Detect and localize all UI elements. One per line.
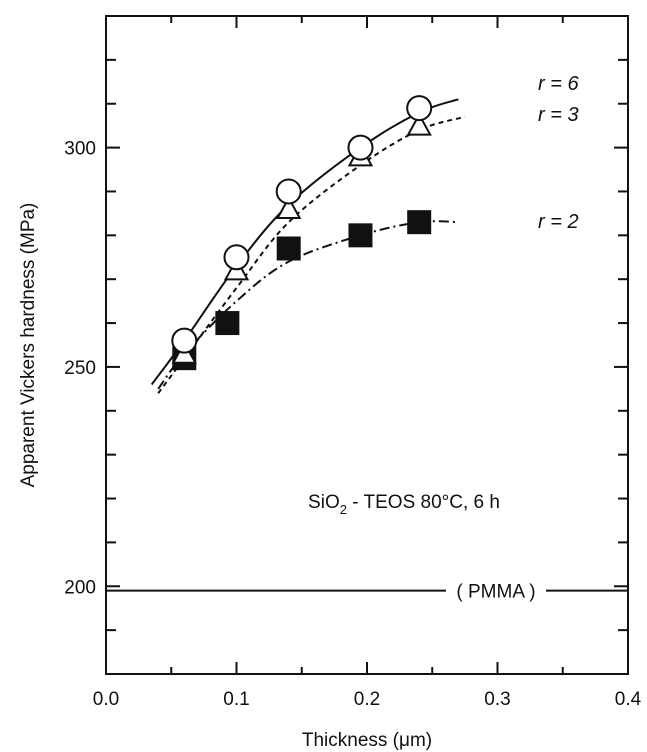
data-markers <box>171 95 433 371</box>
series-label-r3: r = 3 <box>538 104 579 126</box>
y-tick-label: 200 <box>64 577 96 598</box>
series-label-r2: r = 2 <box>538 211 579 233</box>
y-axis-title: Apparent Vickers hardness (MPa) <box>18 203 39 488</box>
triangle-marker <box>276 195 302 220</box>
condition-annotation: SiO2 - TEOS 80°C, 6 h <box>308 492 500 517</box>
pmma-label-mask <box>446 587 546 594</box>
x-tick-label: 0.0 <box>93 689 119 710</box>
circle-marker <box>347 134 374 161</box>
x-tick-label: 0.4 <box>615 689 642 710</box>
circle-marker <box>171 327 198 354</box>
pmma-label: ( PMMA ) <box>456 582 535 603</box>
circle-marker <box>275 178 302 205</box>
fitted-curves <box>150 98 466 394</box>
square-marker <box>407 210 432 235</box>
annotation-subscript: 2 <box>340 502 347 517</box>
triangle-marker <box>406 112 432 136</box>
circle-marker <box>223 244 250 271</box>
square-marker <box>348 223 373 248</box>
square-marker <box>215 311 240 336</box>
y-tick-label: 300 <box>64 139 96 160</box>
pmma-reference: ( PMMA ) <box>106 582 628 603</box>
x-tick-label: 0.2 <box>354 689 380 710</box>
x-tick-label: 0.3 <box>484 689 510 710</box>
y-tick-label: 250 <box>64 358 96 379</box>
tick-labels: 0.0 0.1 0.2 0.3 0.4 200 250 300 <box>64 139 641 710</box>
curve-series-2 <box>157 115 466 394</box>
annotation-prefix: SiO <box>308 492 340 513</box>
axis-ticks <box>105 16 629 674</box>
series-label-r6: r = 6 <box>538 73 579 95</box>
annotation-suffix: - TEOS 80°C, 6 h <box>347 492 500 513</box>
x-axis-title: Thickness (μm) <box>302 730 432 751</box>
curve-series-3 <box>157 220 459 390</box>
circle-marker <box>406 95 433 122</box>
x-tick-label: 0.1 <box>223 689 249 710</box>
square-marker <box>276 236 301 261</box>
